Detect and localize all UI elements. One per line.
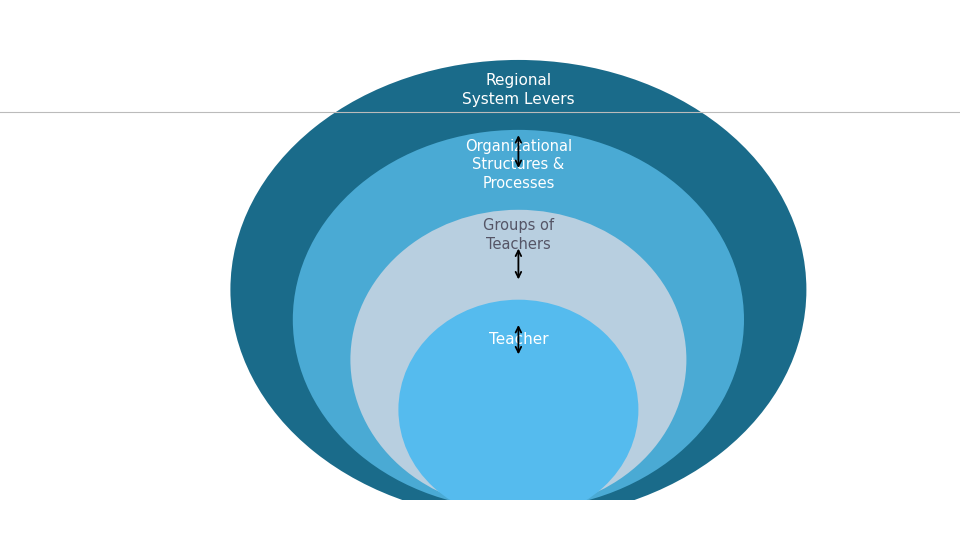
Text: Regional
System Levers: Regional System Levers — [462, 73, 575, 107]
Text: Groups of
Teachers: Groups of Teachers — [483, 218, 554, 252]
Ellipse shape — [398, 300, 638, 519]
Text: www. miteacher. org/about-networks. html: www. miteacher. org/about-networks. html — [17, 515, 314, 529]
Ellipse shape — [350, 210, 686, 510]
Ellipse shape — [293, 130, 744, 510]
Text: Teacher: Teacher — [489, 332, 548, 347]
Ellipse shape — [230, 60, 806, 519]
Text: Organizational
Structures &
Processes: Organizational Structures & Processes — [465, 139, 572, 191]
